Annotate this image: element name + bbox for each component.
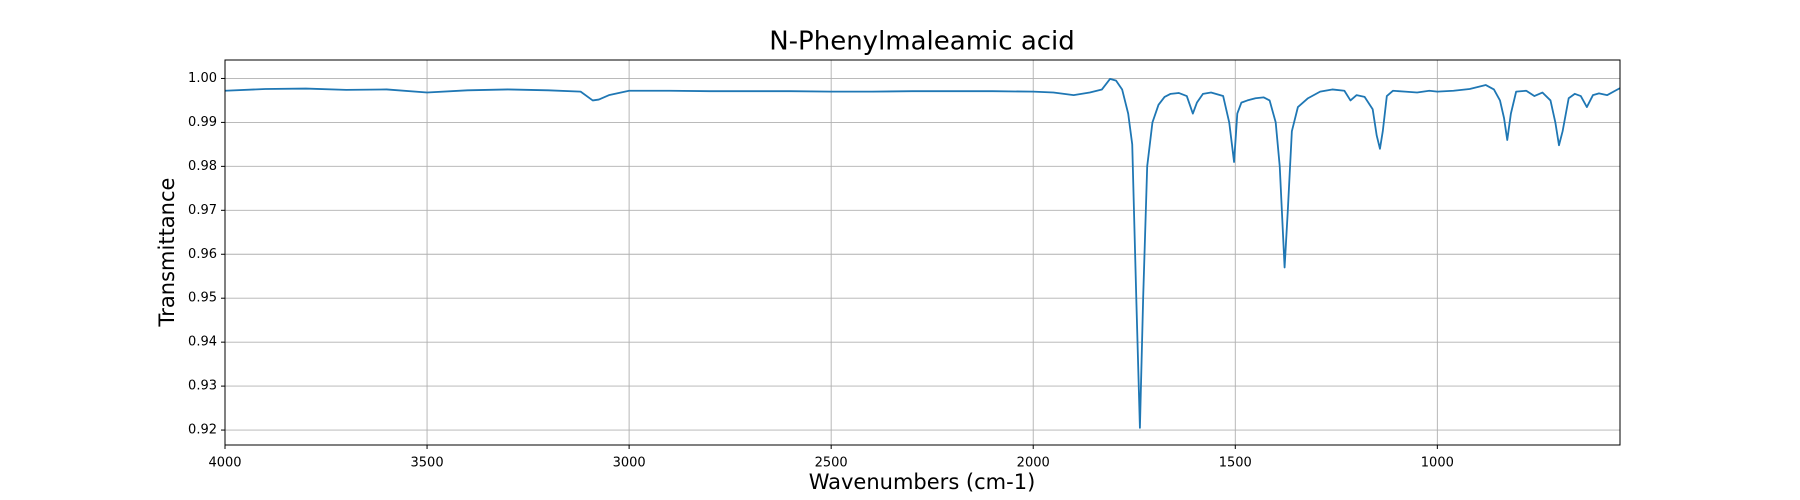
y-tick-label: 0.98 — [188, 159, 217, 174]
y-tick-label: 0.97 — [188, 203, 217, 218]
x-tick-label: 3500 — [411, 456, 444, 471]
y-tick-label: 0.95 — [188, 291, 217, 306]
x-tick-label: 4000 — [208, 456, 241, 471]
y-tick-label: 1.00 — [188, 71, 217, 86]
y-tick-label: 0.99 — [188, 115, 217, 130]
x-tick-label: 2000 — [1017, 456, 1050, 471]
plot-frame — [224, 59, 1621, 446]
chart-title: N-Phenylmaleamic acid — [769, 27, 1075, 57]
spectrum-line — [225, 78, 1620, 429]
y-axis-label: Transmittance — [155, 178, 179, 328]
y-tick-label: 0.93 — [188, 379, 217, 394]
y-tick-label: 0.96 — [188, 247, 217, 262]
x-tick-label: 1000 — [1421, 456, 1454, 471]
y-tick-label: 0.92 — [188, 423, 217, 438]
x-tick-label: 3000 — [613, 456, 646, 471]
x-tick-label: 2500 — [815, 456, 848, 471]
y-tick-label: 0.94 — [188, 335, 217, 350]
x-axis-label: Wavenumbers (cm-1) — [809, 470, 1036, 494]
x-tick-label: 1500 — [1219, 456, 1252, 471]
